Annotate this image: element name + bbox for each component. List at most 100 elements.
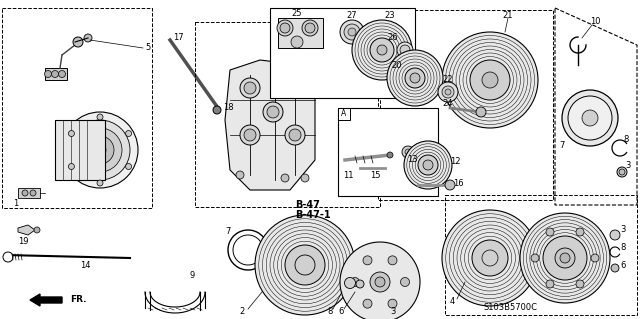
Text: 14: 14 xyxy=(80,261,90,270)
Circle shape xyxy=(51,70,58,78)
Bar xyxy=(2,8,152,208)
Circle shape xyxy=(34,227,40,233)
Circle shape xyxy=(240,78,260,98)
Circle shape xyxy=(402,146,414,158)
Circle shape xyxy=(3,252,13,262)
Circle shape xyxy=(591,254,599,262)
Circle shape xyxy=(405,149,411,155)
Circle shape xyxy=(285,125,305,145)
Bar xyxy=(271,10,284,23)
Circle shape xyxy=(520,213,610,303)
Text: 9: 9 xyxy=(189,271,195,279)
Text: 12: 12 xyxy=(450,158,460,167)
Text: S103B5700C: S103B5700C xyxy=(483,303,537,313)
Circle shape xyxy=(244,82,256,94)
Text: 22: 22 xyxy=(443,76,453,85)
Text: 4: 4 xyxy=(449,298,454,307)
Circle shape xyxy=(73,37,83,47)
Circle shape xyxy=(281,174,289,182)
Circle shape xyxy=(562,90,618,146)
Circle shape xyxy=(289,82,301,94)
Circle shape xyxy=(68,164,74,169)
Circle shape xyxy=(546,228,554,236)
Circle shape xyxy=(86,136,114,164)
Circle shape xyxy=(619,169,625,175)
Bar xyxy=(270,8,415,98)
Circle shape xyxy=(125,164,132,169)
Circle shape xyxy=(30,190,36,196)
Text: 19: 19 xyxy=(18,238,29,247)
Circle shape xyxy=(352,20,412,80)
Text: 10: 10 xyxy=(589,18,600,26)
Circle shape xyxy=(401,278,410,286)
Circle shape xyxy=(236,171,244,179)
Circle shape xyxy=(405,68,425,88)
Circle shape xyxy=(370,38,394,62)
Text: 27: 27 xyxy=(347,11,357,19)
FancyArrow shape xyxy=(30,294,62,306)
Circle shape xyxy=(470,60,510,100)
Circle shape xyxy=(240,125,260,145)
Circle shape xyxy=(418,155,438,175)
Circle shape xyxy=(285,78,305,98)
Circle shape xyxy=(344,278,355,288)
Circle shape xyxy=(476,107,486,117)
Text: 3: 3 xyxy=(620,226,626,234)
Text: 18: 18 xyxy=(223,103,234,113)
Circle shape xyxy=(305,23,315,33)
Text: 8: 8 xyxy=(620,243,626,253)
Circle shape xyxy=(277,20,293,36)
Text: 13: 13 xyxy=(406,155,417,165)
Circle shape xyxy=(377,45,387,55)
Circle shape xyxy=(375,277,385,287)
Text: 20: 20 xyxy=(392,61,403,70)
Text: 7: 7 xyxy=(225,227,230,236)
Circle shape xyxy=(62,112,138,188)
Circle shape xyxy=(58,70,65,78)
Circle shape xyxy=(289,129,301,141)
Text: 23: 23 xyxy=(385,11,396,19)
Circle shape xyxy=(445,89,451,95)
Circle shape xyxy=(472,240,508,276)
Circle shape xyxy=(340,242,420,319)
Circle shape xyxy=(568,96,612,140)
Circle shape xyxy=(442,32,538,128)
Circle shape xyxy=(404,141,452,189)
Polygon shape xyxy=(225,60,315,190)
Circle shape xyxy=(543,236,587,280)
Text: 21: 21 xyxy=(503,11,513,19)
Circle shape xyxy=(387,152,393,158)
Circle shape xyxy=(576,280,584,288)
Circle shape xyxy=(213,106,221,114)
Circle shape xyxy=(363,299,372,308)
Bar xyxy=(55,120,105,180)
Circle shape xyxy=(423,160,433,170)
Circle shape xyxy=(482,250,498,266)
Circle shape xyxy=(70,120,130,180)
Text: 6: 6 xyxy=(339,308,344,316)
Circle shape xyxy=(348,28,356,36)
Text: 1: 1 xyxy=(13,199,19,209)
Text: B-47-1: B-47-1 xyxy=(295,210,331,220)
Circle shape xyxy=(397,42,413,58)
Circle shape xyxy=(610,230,620,240)
Circle shape xyxy=(68,130,74,137)
Circle shape xyxy=(340,20,364,44)
Circle shape xyxy=(442,210,538,306)
Text: 5: 5 xyxy=(145,43,150,53)
Circle shape xyxy=(244,129,256,141)
Text: 6: 6 xyxy=(620,261,626,270)
Circle shape xyxy=(611,264,619,272)
Circle shape xyxy=(387,50,443,106)
Text: 24: 24 xyxy=(443,99,453,108)
Text: 25: 25 xyxy=(292,10,302,19)
Text: 11: 11 xyxy=(343,170,353,180)
Circle shape xyxy=(97,180,103,186)
Circle shape xyxy=(442,86,454,98)
Bar xyxy=(338,108,350,120)
Circle shape xyxy=(45,70,51,78)
Circle shape xyxy=(576,228,584,236)
Circle shape xyxy=(546,280,554,288)
Circle shape xyxy=(255,215,355,315)
Circle shape xyxy=(560,253,570,263)
